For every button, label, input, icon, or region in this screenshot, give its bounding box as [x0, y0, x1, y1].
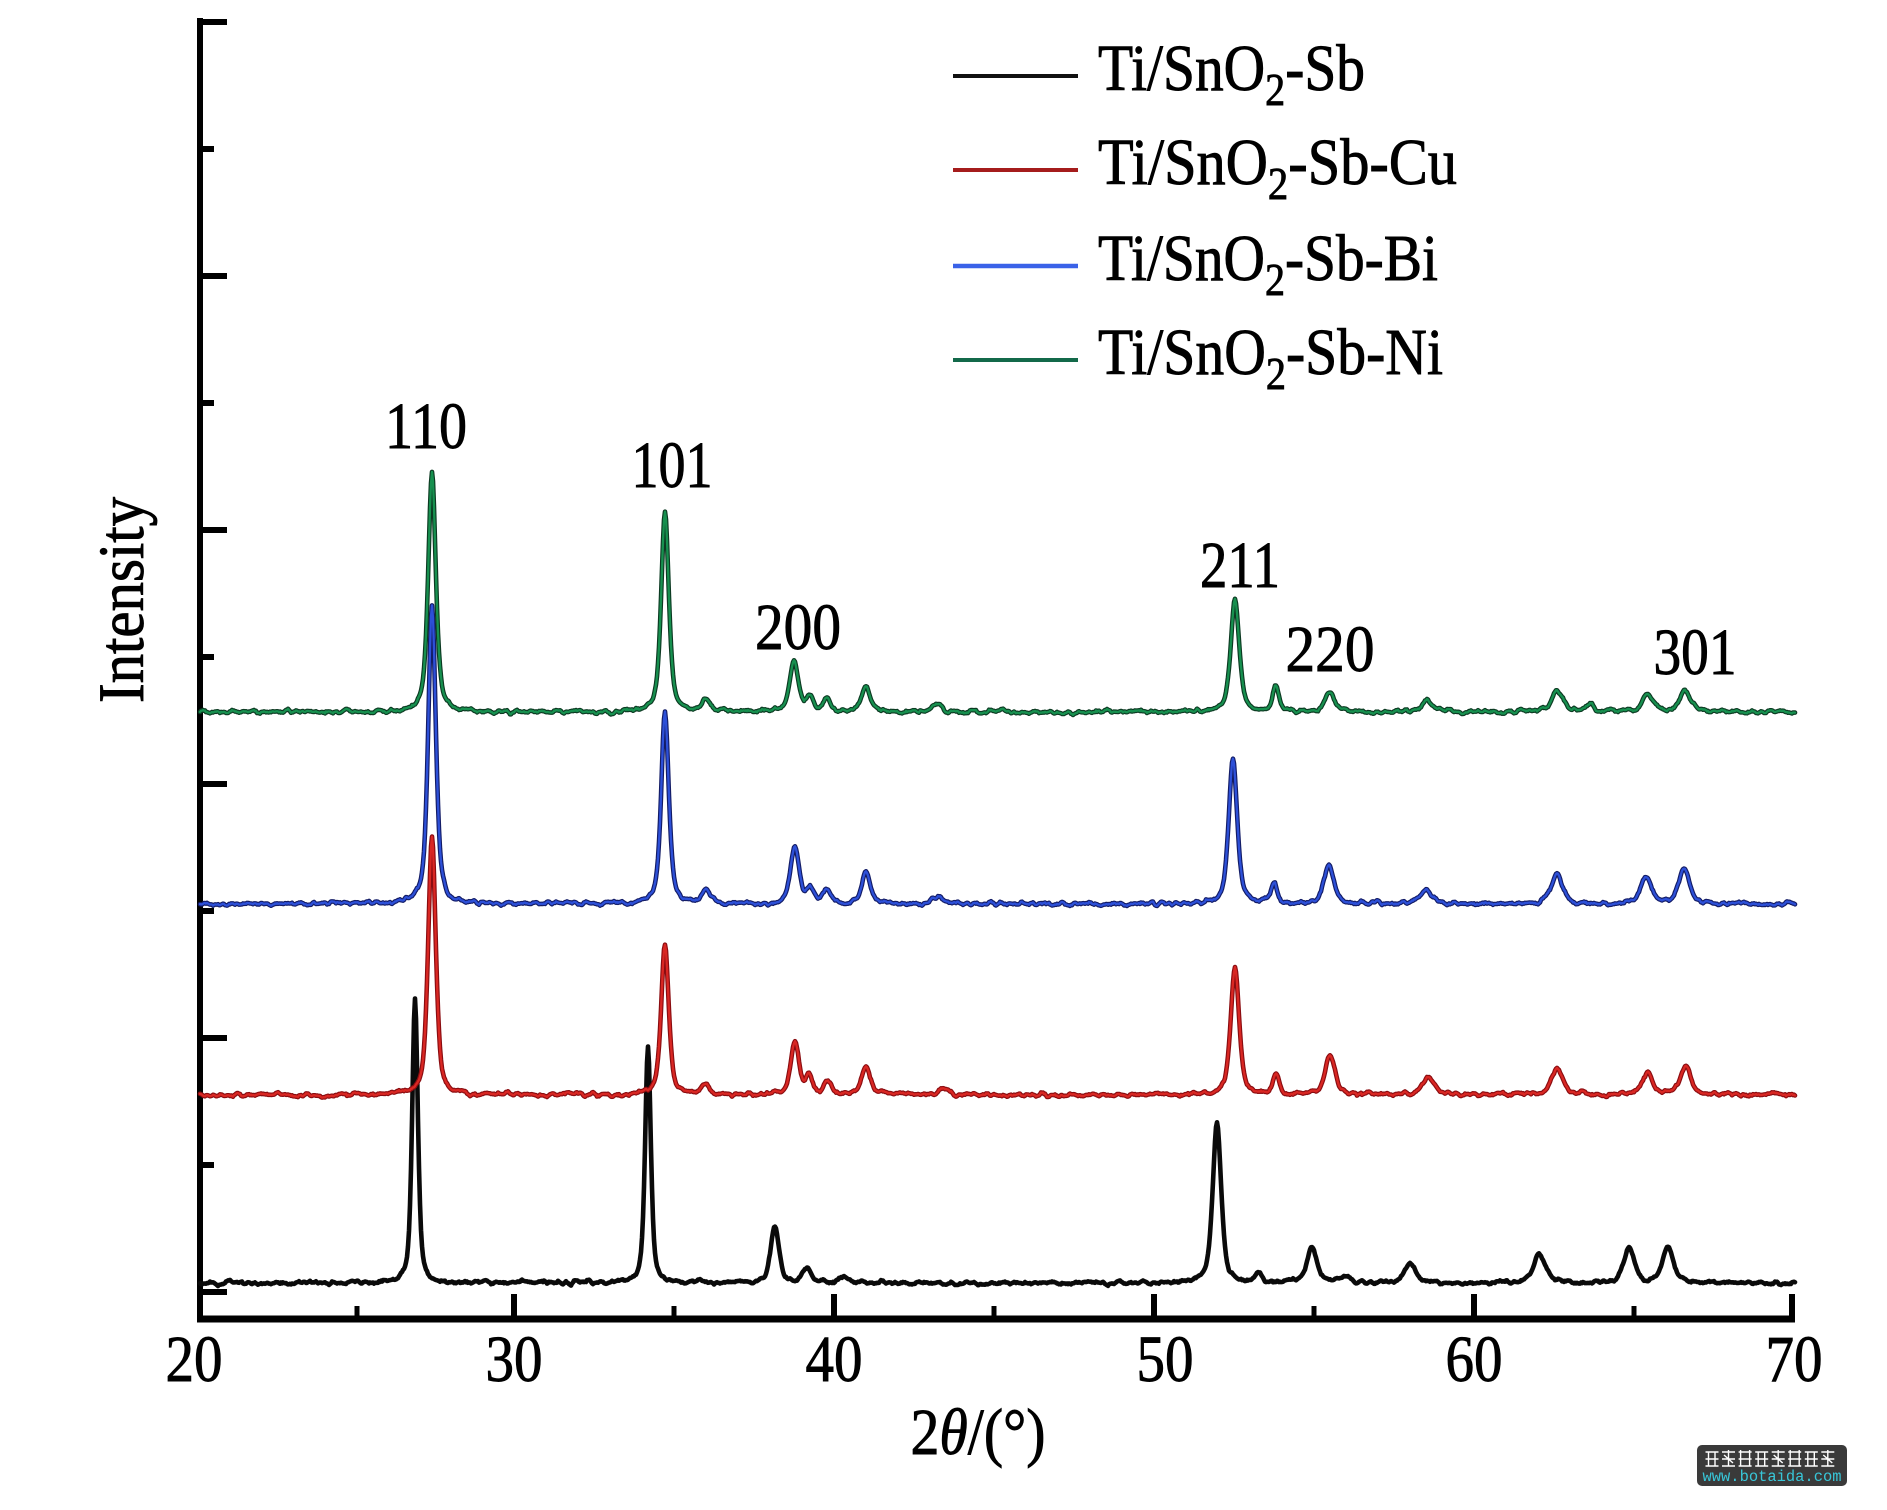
svg-text:2θ/(°): 2θ/(°) [911, 1396, 1046, 1469]
svg-text:Ti/SnO2-Sb: Ti/SnO2-Sb [1098, 32, 1365, 115]
svg-text:200: 200 [755, 591, 841, 664]
svg-text:40: 40 [806, 1323, 863, 1396]
svg-text:Ti/SnO2-Sb-Bi: Ti/SnO2-Sb-Bi [1098, 222, 1438, 305]
svg-text:Intensity: Intensity [86, 497, 158, 703]
svg-text:Ti/SnO2-Sb-Cu: Ti/SnO2-Sb-Cu [1098, 126, 1457, 209]
svg-text:110: 110 [385, 390, 467, 463]
svg-text:211: 211 [1200, 529, 1280, 602]
svg-text:20: 20 [166, 1323, 223, 1396]
svg-text:50: 50 [1137, 1323, 1194, 1396]
svg-text:220: 220 [1286, 613, 1375, 686]
svg-text:70: 70 [1766, 1323, 1823, 1396]
svg-text:www.botaida.com: www.botaida.com [1703, 1468, 1842, 1486]
svg-text:60: 60 [1446, 1323, 1503, 1396]
svg-text:301: 301 [1654, 616, 1737, 689]
svg-text:101: 101 [632, 429, 713, 502]
svg-text:30: 30 [486, 1323, 543, 1396]
